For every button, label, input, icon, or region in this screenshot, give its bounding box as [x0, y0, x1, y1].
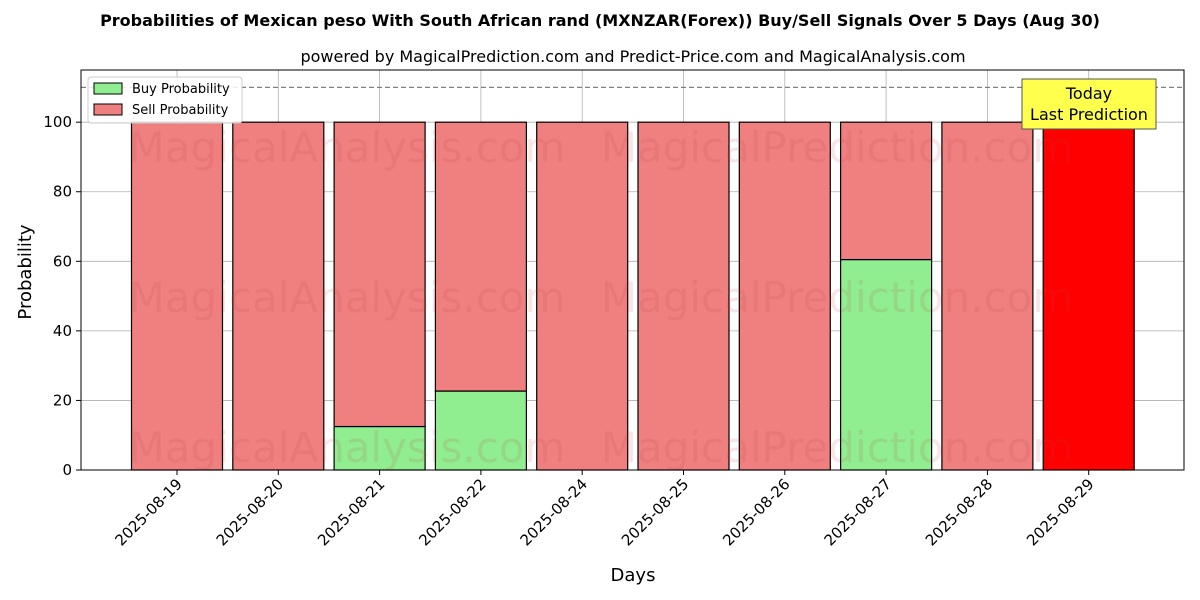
- watermark-text: MagicalAnalysis.com: [129, 123, 566, 172]
- sell-bar: [536, 121, 629, 471]
- x-tick-label: 2025-08-24: [517, 475, 591, 549]
- x-tick-label: 2025-08-22: [415, 475, 489, 549]
- legend-swatch: [93, 82, 123, 95]
- x-axis-label: Days: [611, 565, 656, 586]
- y-axis-label: Probability: [15, 224, 36, 319]
- buy-bar: [839, 258, 933, 471]
- x-tick-label: 2025-08-25: [618, 475, 692, 549]
- sell-bar: [941, 121, 1034, 471]
- x-tick-label: 2025-08-27: [821, 475, 895, 549]
- chart-subtitle: powered by MagicalPrediction.com and Pre…: [300, 47, 965, 66]
- watermark-text: MagicalPrediction.com: [601, 123, 1074, 172]
- x-tick-label: 2025-08-29: [1023, 475, 1097, 549]
- x-tick-label: 2025-08-21: [314, 475, 388, 549]
- y-tick-label: 40: [53, 322, 72, 340]
- watermark-text: MagicalPrediction.com: [601, 273, 1074, 322]
- chart-title: Probabilities of Mexican peso With South…: [100, 11, 1100, 30]
- today-annotation-line1: Today: [1065, 84, 1112, 103]
- watermark-text: MagicalAnalysis.com: [129, 273, 566, 322]
- sell-bar: [839, 121, 933, 261]
- legend: Buy Probability Sell Probability: [87, 76, 243, 124]
- legend-label: Buy Probability: [132, 82, 230, 97]
- y-tick-label: 20: [53, 391, 72, 409]
- x-tick-label: 2025-08-20: [213, 475, 287, 549]
- plot-frame: [80, 69, 1185, 471]
- sell-bar: [333, 121, 426, 428]
- today-annotation-box: [1021, 78, 1157, 130]
- today-annotation-line2: Last Prediction: [1030, 105, 1148, 124]
- y-tick-label: 100: [43, 113, 72, 131]
- y-tick-label: 0: [62, 461, 72, 479]
- sell-bar: [738, 121, 831, 471]
- legend-label: Sell Probability: [132, 103, 229, 118]
- sell-bar: [434, 121, 527, 392]
- legend-box: [87, 76, 243, 124]
- watermark-text: MagicalAnalysis.com: [129, 423, 566, 472]
- watermark-text: MagicalPrediction.com: [601, 423, 1074, 472]
- x-tick-label: 2025-08-28: [922, 475, 996, 549]
- x-tick-label: 2025-08-26: [719, 475, 793, 549]
- sell-bar: [130, 121, 224, 471]
- x-tick-label: 2025-08-19: [111, 475, 185, 549]
- buy-bar: [434, 390, 527, 471]
- highlight-sell-bar: [1042, 121, 1135, 471]
- y-tick-label: 80: [53, 183, 72, 201]
- legend-swatch: [93, 103, 123, 116]
- y-tick-label: 60: [53, 252, 72, 270]
- plot-area: MagicalAnalysis.com MagicalPrediction.com…: [43, 69, 1185, 549]
